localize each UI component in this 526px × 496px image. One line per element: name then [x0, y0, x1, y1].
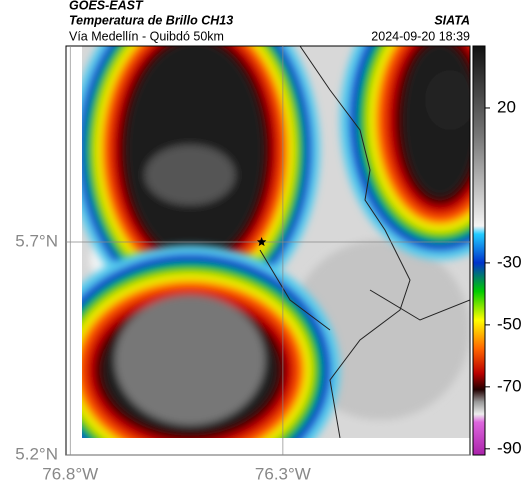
cloud — [82, 245, 340, 438]
colorbar-tick-label: -90 — [497, 438, 522, 457]
borders — [259, 46, 470, 438]
colorbar-tick-label: 20 — [497, 97, 516, 116]
subtitle: Temperatura de Brillo CH13 — [69, 13, 233, 27]
datetime: 2024-09-20 18:39 — [371, 29, 470, 43]
x-tick-label: 76.8°W — [42, 464, 98, 483]
colorbar-tick-label: -30 — [497, 252, 522, 271]
cloud-core — [145, 145, 235, 205]
y-tick-label: 5.7°N — [15, 231, 58, 250]
title: GOES-EAST — [69, 0, 144, 12]
route: Vía Medellín - Quibdó 50km — [69, 29, 224, 43]
y-tick-label: 5.2°N — [15, 444, 58, 463]
cloud-core — [425, 70, 470, 130]
colorbar-tick-label: -70 — [497, 376, 522, 395]
cloud — [340, 46, 470, 260]
x-tick-label: 76.3°W — [255, 464, 311, 483]
cloud-core — [115, 295, 265, 425]
station-marker — [256, 237, 267, 246]
source: SIATA — [434, 13, 470, 27]
colorbar — [472, 45, 486, 456]
colorbar-tick-label: -50 — [497, 314, 522, 333]
